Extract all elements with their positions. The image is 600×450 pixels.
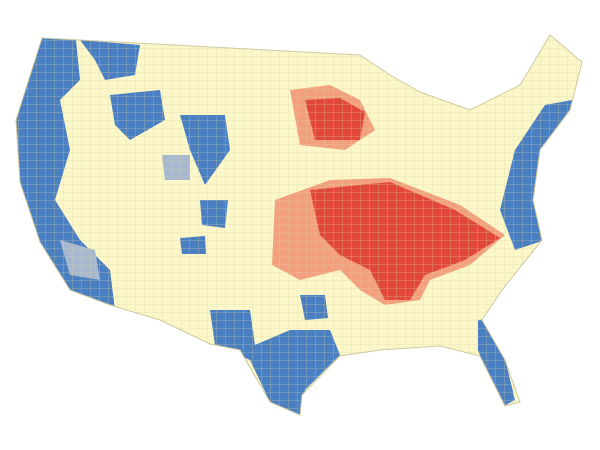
us-outline (15, 34, 583, 416)
